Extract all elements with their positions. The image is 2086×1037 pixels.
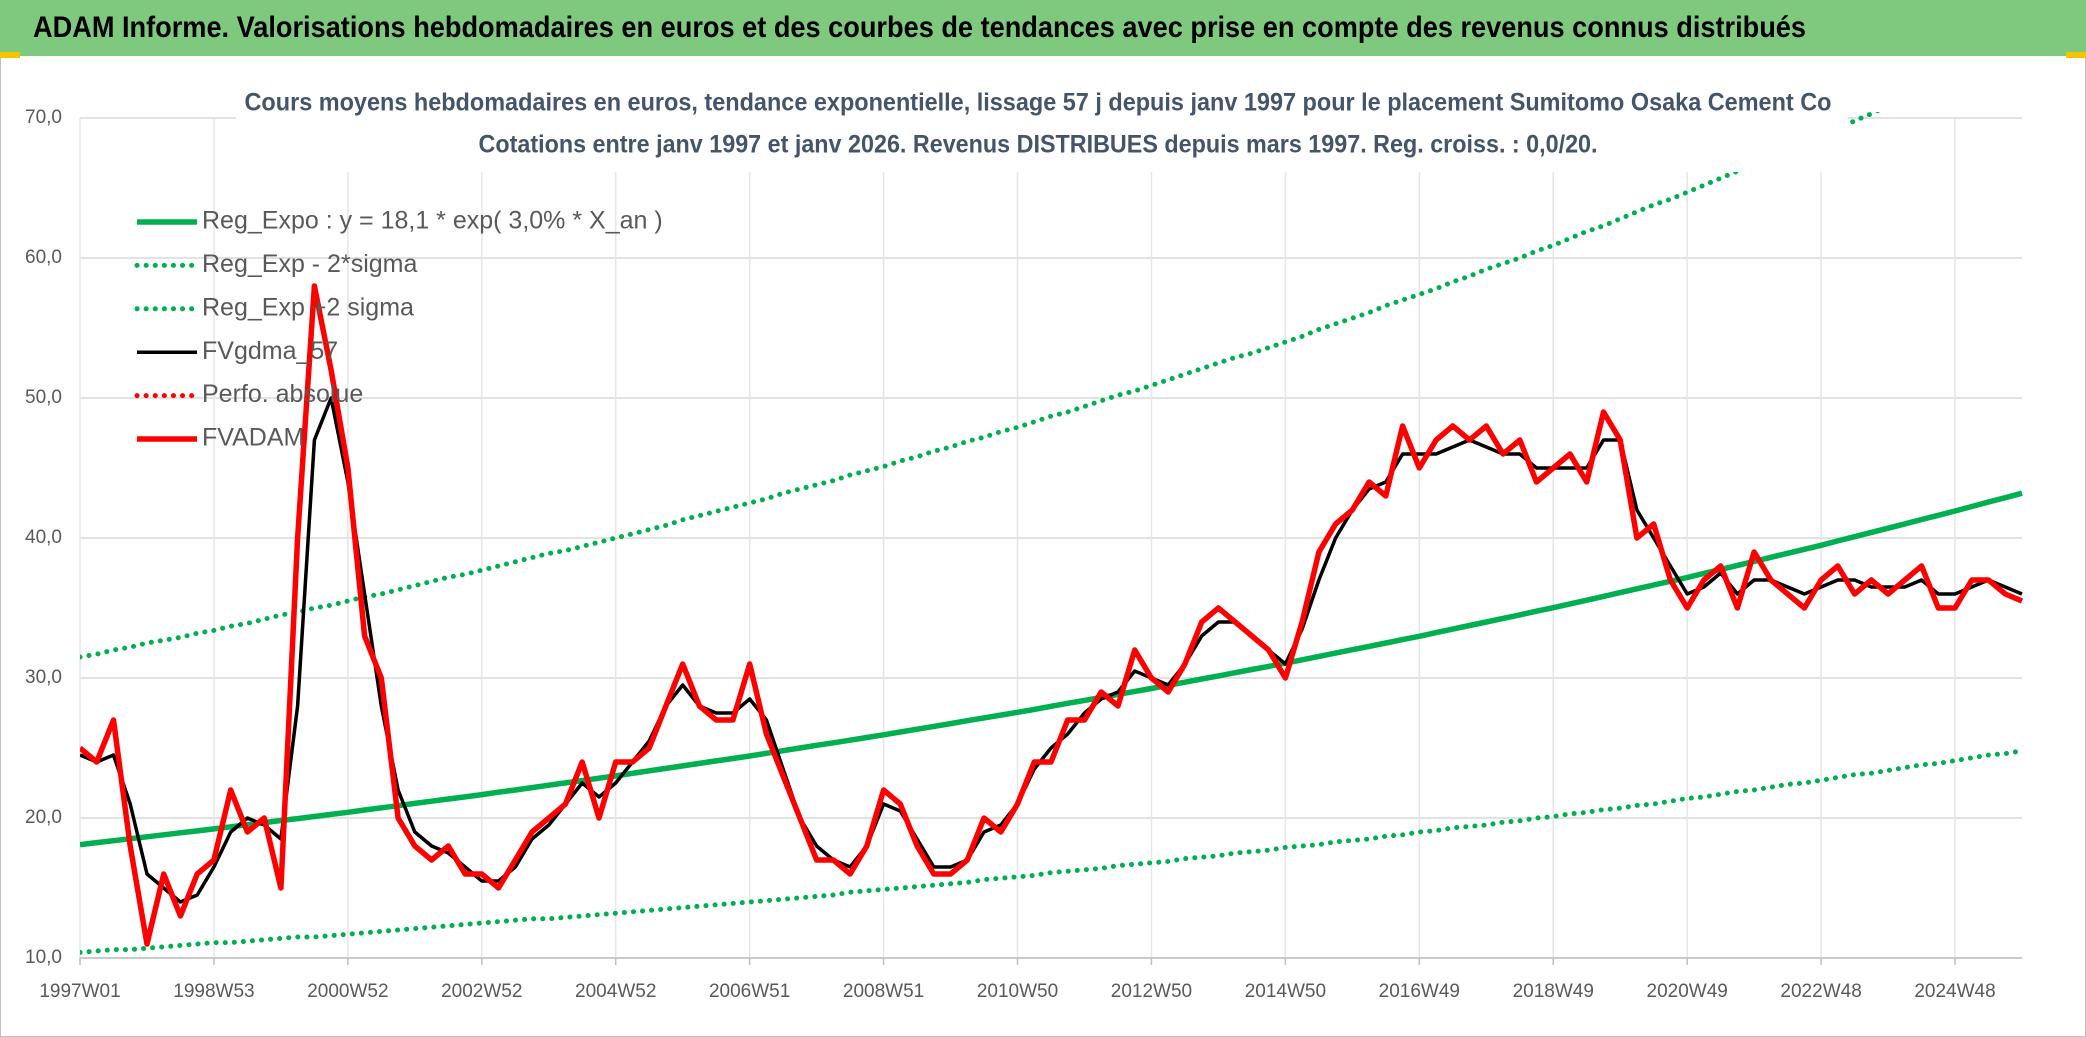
y-tick-label: 60,0 <box>25 247 62 268</box>
chart-subtitle: Cotations entre janv 1997 et janv 2026. … <box>479 131 1598 159</box>
x-tick-label: 2008W51 <box>843 981 924 1002</box>
legend: Reg_Expo : y = 18,1 * exp( 3,0% * X_an )… <box>134 207 663 452</box>
x-tick-label: 1997W01 <box>39 981 120 1002</box>
series-line <box>80 112 1881 660</box>
series-line <box>80 283 2024 947</box>
legend-label: Perfo. absolue <box>202 380 363 408</box>
header-bar <box>0 0 2086 56</box>
x-tick-label: 2016W49 <box>1379 981 1460 1002</box>
x-tick-label: 2014W50 <box>1245 981 1326 1002</box>
x-tick-label: 1998W53 <box>173 981 254 1002</box>
legend-label: Reg_Expo : y = 18,1 * exp( 3,0% * X_an ) <box>202 207 663 235</box>
x-tick-label: 2024W48 <box>1914 981 1995 1002</box>
chart-title: Cours moyens hebdomadaires en euros, ten… <box>245 89 1832 117</box>
y-tick-label: 30,0 <box>25 667 62 688</box>
y-tick-label: 10,0 <box>25 947 62 968</box>
x-tick-label: 2004W52 <box>575 981 656 1002</box>
y-tick-label: 40,0 <box>25 527 62 548</box>
legend-label: FVgdma_57 <box>202 337 338 365</box>
x-tick-label: 2006W51 <box>709 981 790 1002</box>
legend-label: Reg_Exp - 2*sigma <box>202 250 417 278</box>
series-line <box>80 748 2024 955</box>
title-backdrop <box>236 88 1848 172</box>
legend-label: Reg_Exp +2 sigma <box>202 293 414 321</box>
x-tick-label: 2018W49 <box>1513 981 1594 1002</box>
y-tick-label: 50,0 <box>25 387 62 408</box>
x-tick-label: 2020W49 <box>1647 981 1728 1002</box>
legend-label: FVADAM <box>202 424 304 452</box>
corner-right <box>2066 52 2086 58</box>
plot-area <box>80 112 2024 955</box>
x-tick-label: 2010W50 <box>977 981 1058 1002</box>
x-tick-label: 2002W52 <box>441 981 522 1002</box>
corner-left <box>0 52 20 58</box>
header-title: ADAM Informe. Valorisations hebdomadaire… <box>33 11 1806 44</box>
y-tick-label: 20,0 <box>25 807 62 828</box>
x-tick-label: 2012W50 <box>1111 981 1192 1002</box>
x-tick-label: 2022W48 <box>1780 981 1861 1002</box>
y-tick-label: 70,0 <box>25 107 62 128</box>
x-tick-label: 2000W52 <box>307 981 388 1002</box>
